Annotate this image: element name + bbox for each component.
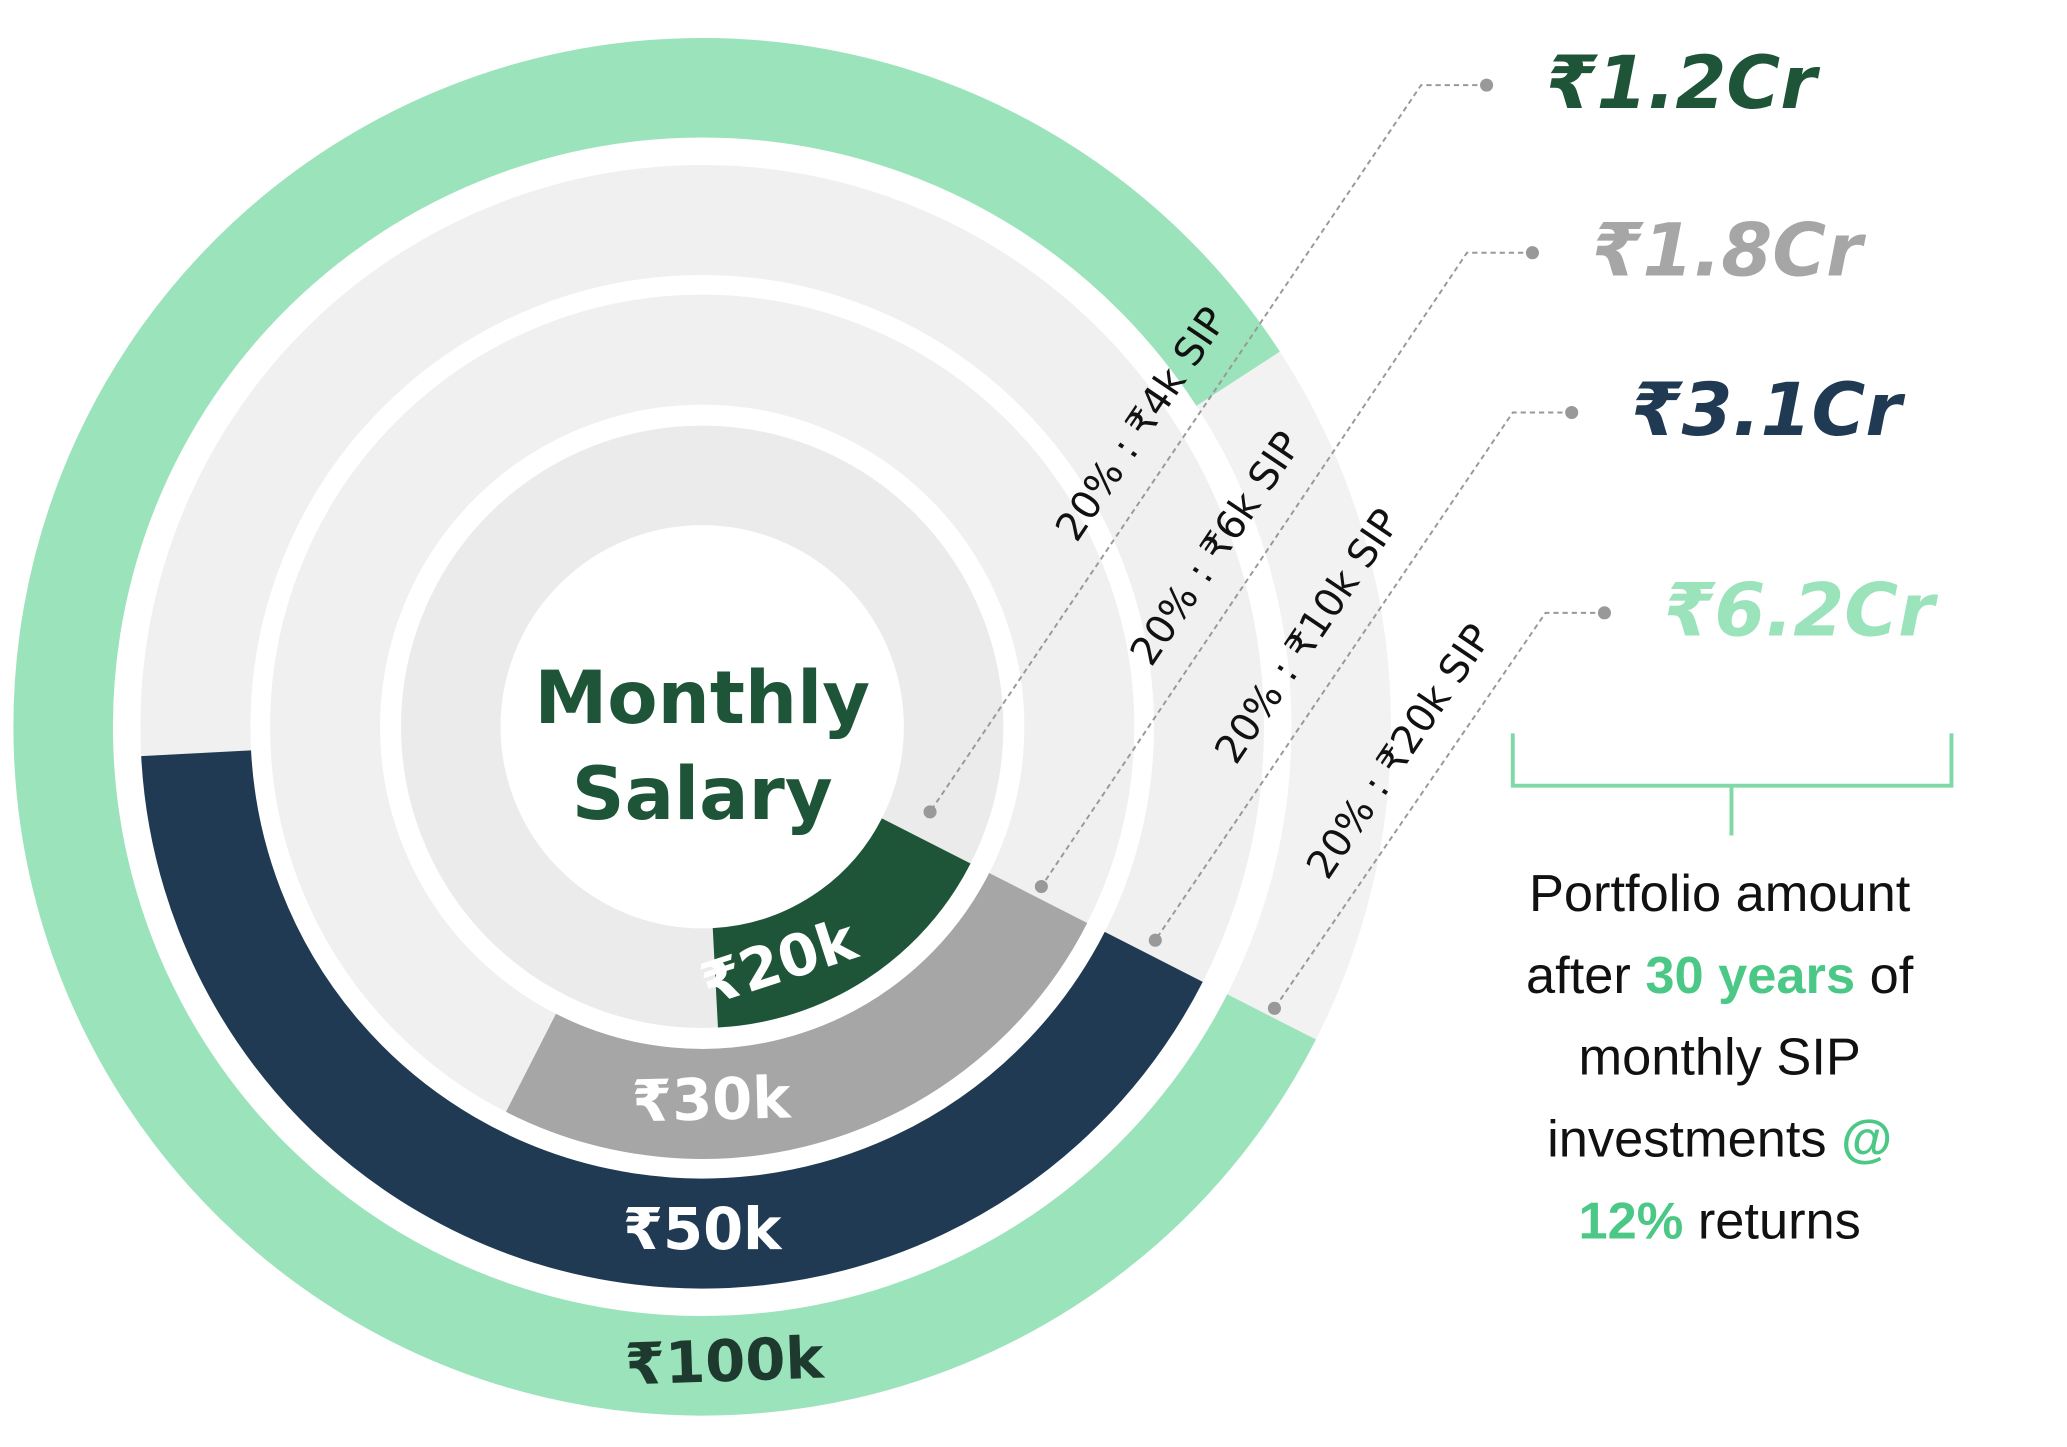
caption-text: 30 years: [1645, 947, 1855, 1005]
leader-line: [1154, 411, 1572, 941]
caption-line: 12% returns: [1578, 1192, 1860, 1250]
portfolio-amount: ₹1.2Cr: [1546, 41, 1821, 126]
center-title: Salary: [572, 752, 833, 837]
caption-line: after 30 years of: [1526, 947, 1914, 1005]
leader-dot: [1525, 246, 1539, 260]
caption-line: Portfolio amount: [1529, 865, 1911, 923]
salary-arc: [506, 872, 1088, 1159]
leader-dot: [1034, 879, 1048, 894]
salary-arc: [13, 37, 1316, 1416]
leader-line: [1273, 611, 1605, 1009]
leader-dot: [1480, 78, 1494, 92]
ring-track: [401, 425, 1004, 1028]
salary-label: ₹30k: [631, 1064, 793, 1135]
salary-label: ₹100k: [624, 1325, 827, 1399]
caption-text: after: [1526, 947, 1645, 1005]
caption-text: monthly SIP: [1578, 1029, 1860, 1087]
brace: [1510, 733, 1954, 836]
leader-dot: [1597, 606, 1611, 620]
caption-text: investments: [1547, 1110, 1841, 1168]
salary-arc: [141, 750, 1203, 1289]
portfolio-amount: ₹1.8Cr: [1591, 208, 1866, 293]
caption-text: Portfolio amount: [1529, 865, 1911, 923]
leader-line: [929, 84, 1487, 813]
center-title: Monthly: [534, 656, 870, 741]
caption-text: @: [1841, 1110, 1892, 1168]
leader-line: [1040, 251, 1533, 888]
caption-text: of: [1855, 947, 1914, 1005]
salary-arc: [711, 817, 971, 1028]
portfolio-amount: ₹3.1Cr: [1631, 368, 1906, 453]
leader-dot: [1267, 1001, 1281, 1015]
caption-line: investments @: [1547, 1110, 1892, 1168]
caption-text: 12%: [1578, 1192, 1683, 1250]
portfolio-amount: ₹6.2Cr: [1663, 568, 1938, 653]
salary-label: ₹50k: [623, 1196, 783, 1263]
caption-text: returns: [1683, 1192, 1861, 1250]
caption-line: monthly SIP: [1578, 1029, 1860, 1087]
leader-dot: [923, 805, 937, 819]
leader-dot: [1148, 933, 1162, 947]
leader-dot: [1565, 405, 1579, 420]
